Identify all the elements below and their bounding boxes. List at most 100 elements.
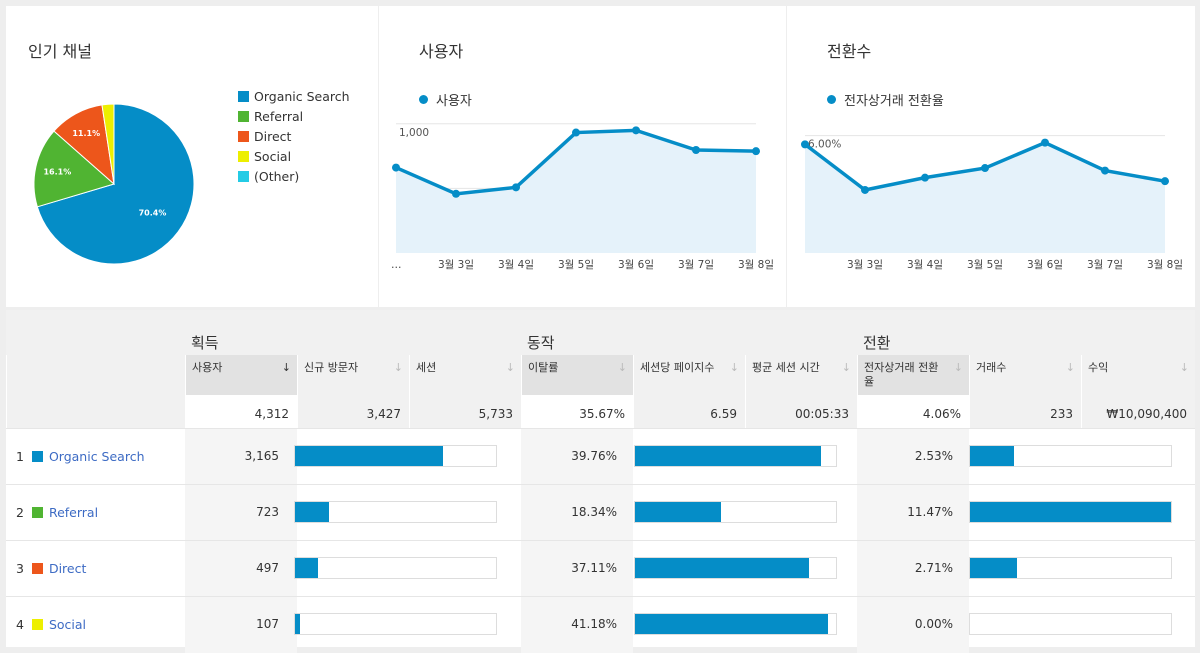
bounce-bar (634, 445, 837, 467)
channel-color-swatch (31, 563, 43, 574)
data-point[interactable] (452, 189, 460, 198)
data-point[interactable] (1041, 138, 1049, 147)
users-value: 497 (256, 561, 279, 575)
bounce-bar (634, 557, 837, 579)
legend-label: Referral (254, 108, 304, 124)
group-acquisition: 획득 (185, 310, 521, 355)
data-point[interactable] (981, 164, 989, 173)
column-header[interactable]: 신규 방문자 ↓ (297, 355, 409, 395)
x-tick-label: 3월 6일 (1027, 258, 1063, 271)
total-value: 35.67% (521, 395, 633, 428)
pie-label: 70.4% (139, 209, 167, 218)
series-dot-icon (419, 95, 428, 104)
conversion-value: 0.00% (914, 617, 953, 631)
sort-arrow-icon[interactable]: ↓ (841, 361, 851, 374)
column-header-label: 평균 세션 시간 (752, 361, 820, 374)
pie-title: 인기 채널 (28, 42, 92, 61)
row-rank: 1 (16, 449, 24, 464)
column-header[interactable]: 이탈률 ↓ (521, 355, 633, 395)
pie-label: 16.1% (43, 168, 71, 177)
sort-arrow-icon[interactable]: ↓ (1065, 361, 1075, 374)
conversion-bar (969, 613, 1172, 635)
channel-color-swatch (31, 507, 43, 518)
channel-color-swatch (31, 451, 43, 462)
channel-link[interactable]: Social (48, 617, 87, 632)
channel-link[interactable]: Referral (48, 505, 99, 520)
x-tick-label: 3월 8일 (1147, 258, 1183, 271)
pie-panel: 인기 채널 70.4% 16.1% 11.1% Organic Search Refe… (6, 6, 378, 307)
sort-arrow-icon[interactable]: ↓ (617, 361, 627, 374)
data-point[interactable] (692, 145, 700, 154)
column-header-label: 세션당 페이지수 (640, 361, 715, 374)
legend-item[interactable]: Organic Search (238, 86, 350, 106)
channel-link[interactable]: Organic Search (48, 449, 145, 464)
column-header[interactable]: 평균 세션 시간 ↓ (745, 355, 857, 395)
data-point[interactable] (861, 185, 869, 194)
column-header-label: 이탈률 (528, 361, 559, 374)
header-blank (6, 355, 185, 428)
conversion-bar (969, 445, 1172, 467)
pie-slice-1[interactable] (33, 130, 116, 208)
column-header[interactable]: 세션 ↓ (409, 355, 521, 395)
sort-arrow-icon[interactable]: ↓ (953, 361, 963, 374)
total-value: ₩10,090,400 (1081, 395, 1195, 428)
total-value: 6.59 (633, 395, 745, 428)
data-point[interactable] (392, 163, 400, 172)
conversion-value: 2.71% (914, 561, 953, 575)
column-header[interactable]: 전자상거래 전환율 ↓ (857, 355, 969, 395)
bounce-value: 37.11% (571, 561, 617, 575)
legend-item[interactable]: Social (238, 146, 350, 166)
sort-arrow-icon[interactable]: ↓ (1179, 361, 1189, 374)
column-header-label: 세션 (416, 361, 437, 374)
column-header[interactable]: 수익 ↓ (1081, 355, 1195, 395)
legend-item[interactable]: Direct (238, 126, 350, 146)
table-row: 3 Direct 497 37.11% 2.71% (6, 540, 1195, 597)
total-value: 4.06% (857, 395, 969, 428)
series-dot-icon (827, 95, 836, 104)
conversion-value: 2.53% (914, 449, 953, 463)
column-header[interactable]: 세션당 페이지수 ↓ (633, 355, 745, 395)
data-point[interactable] (801, 140, 809, 149)
pie-slice-0[interactable] (36, 103, 195, 265)
group-behavior: 동작 (521, 310, 857, 355)
legend-swatch (238, 110, 249, 122)
users-bar (294, 501, 497, 523)
bounce-value: 18.34% (571, 505, 617, 519)
column-header-label: 신규 방문자 (304, 361, 359, 374)
total-value: 233 (969, 395, 1081, 428)
x-tick-label: 3월 5일 (558, 258, 594, 271)
column-header[interactable]: 거래수 ↓ (969, 355, 1081, 395)
sort-arrow-icon[interactable]: ↓ (505, 361, 515, 374)
data-point[interactable] (1101, 166, 1109, 175)
sort-arrow-icon[interactable]: ↓ (281, 361, 291, 374)
data-point[interactable] (632, 126, 640, 135)
users-value: 107 (256, 617, 279, 631)
total-value: 3,427 (297, 395, 409, 428)
x-tick-label: 3월 6일 (618, 258, 654, 271)
conv-series-legend: 전자상거래 전환율 (827, 90, 944, 109)
channel-link[interactable]: Direct (48, 561, 87, 576)
x-tick-label: 3월 8일 (738, 258, 774, 271)
data-point[interactable] (752, 147, 760, 156)
total-value: 4,312 (185, 395, 297, 428)
sort-arrow-icon[interactable]: ↓ (393, 361, 403, 374)
x-tick-label: 3월 7일 (1087, 258, 1123, 271)
total-value: 00:05:33 (745, 395, 857, 428)
column-header-label: 거래수 (976, 361, 1007, 374)
data-point[interactable] (1161, 177, 1169, 186)
legend-item[interactable]: Referral (238, 106, 350, 126)
legend-item[interactable]: (Other) (238, 166, 350, 186)
data-point[interactable] (512, 183, 520, 192)
data-point[interactable] (921, 173, 929, 182)
column-header[interactable]: 사용자 ↓ (185, 355, 297, 395)
legend-swatch (238, 170, 249, 182)
area-fill (805, 142, 1165, 253)
data-point[interactable] (572, 128, 580, 137)
sort-arrow-icon[interactable]: ↓ (729, 361, 739, 374)
total-value: 5,733 (409, 395, 521, 428)
pie-slice-3[interactable] (101, 103, 115, 185)
legend-swatch (238, 130, 249, 142)
bounce-bar (634, 613, 837, 635)
